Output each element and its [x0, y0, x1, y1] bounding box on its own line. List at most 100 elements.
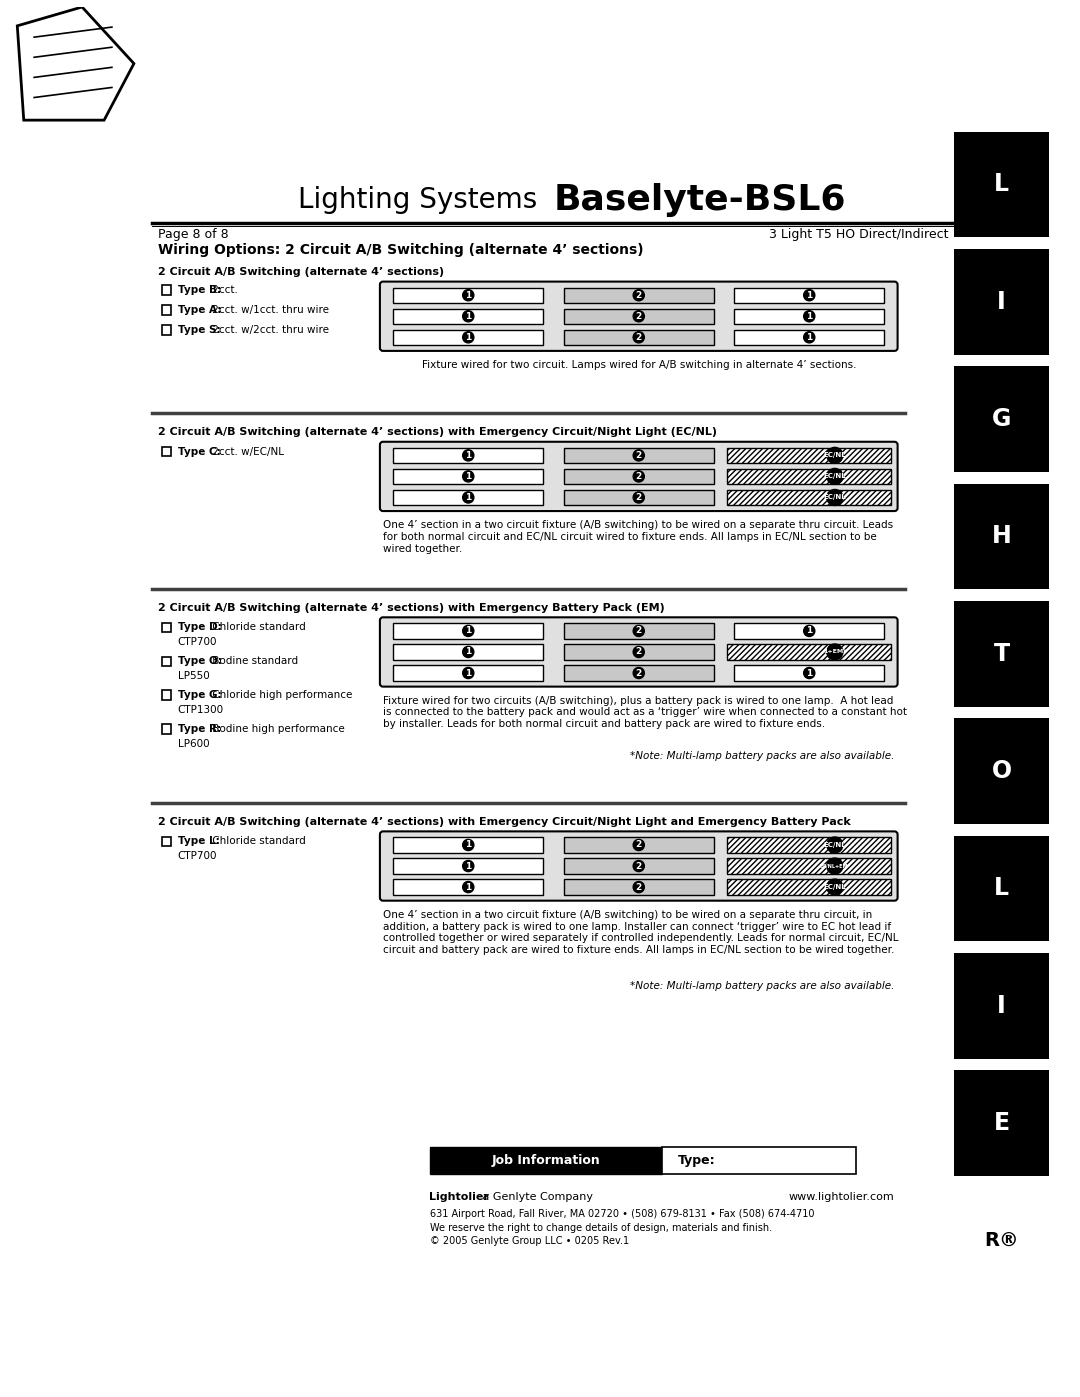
Text: 631 Airport Road, Fall River, MA 02720 • (508) 679-8131 • Fax (508) 674-4710: 631 Airport Road, Fall River, MA 02720 •…: [430, 1208, 814, 1218]
Bar: [393, 858, 543, 873]
Text: 2: 2: [636, 862, 642, 870]
Bar: [393, 490, 543, 506]
Text: Bodine high performance: Bodine high performance: [210, 724, 345, 733]
Text: 1: 1: [806, 669, 812, 678]
Bar: [564, 309, 714, 324]
Text: 2: 2: [636, 883, 642, 891]
Text: 2cct. w/EC/NL: 2cct. w/EC/NL: [210, 447, 284, 457]
Bar: [430, 1147, 662, 1173]
Text: 1: 1: [465, 472, 471, 481]
Bar: [162, 690, 172, 700]
Bar: [564, 880, 714, 894]
Bar: [162, 725, 172, 733]
Text: 2: 2: [636, 332, 642, 342]
Text: 2: 2: [636, 841, 642, 849]
Text: a Genlyte Company: a Genlyte Company: [480, 1192, 593, 1201]
Bar: [954, 131, 1050, 237]
Text: R®: R®: [984, 1231, 1020, 1250]
Text: 1: 1: [806, 626, 812, 636]
Text: 1: 1: [465, 626, 471, 636]
Bar: [393, 288, 543, 303]
Bar: [162, 837, 172, 847]
Text: 1: 1: [465, 332, 471, 342]
Bar: [727, 837, 891, 852]
Text: EC/NL: EC/NL: [824, 495, 846, 500]
Text: 1: 1: [465, 647, 471, 657]
Bar: [954, 483, 1050, 590]
FancyBboxPatch shape: [380, 831, 897, 901]
Bar: [734, 665, 885, 680]
Text: *Note: Multi-lamp battery packs are also available.: *Note: Multi-lamp battery packs are also…: [630, 752, 894, 761]
Text: Baselyte-BSL6: Baselyte-BSL6: [554, 183, 846, 217]
Bar: [393, 644, 543, 659]
Text: Type D:: Type D:: [177, 622, 221, 633]
Bar: [393, 665, 543, 680]
Bar: [564, 288, 714, 303]
Text: LP550: LP550: [177, 671, 210, 680]
Text: *Note: Multi-lamp battery packs are also available.: *Note: Multi-lamp battery packs are also…: [630, 981, 894, 990]
Text: Fixture wired for two circuit. Lamps wired for A/B switching in alternate 4’ sec: Fixture wired for two circuit. Lamps wir…: [421, 360, 856, 370]
Text: L: L: [995, 876, 1009, 901]
Text: 2cct. w/2cct. thru wire: 2cct. w/2cct. thru wire: [210, 326, 329, 335]
Bar: [162, 657, 172, 666]
Text: I: I: [997, 993, 1007, 1018]
Bar: [727, 858, 891, 873]
Text: O: O: [991, 759, 1012, 784]
Text: Type G:: Type G:: [177, 690, 221, 700]
FancyBboxPatch shape: [380, 617, 897, 686]
Bar: [564, 330, 714, 345]
Text: 2 Circuit A/B Switching (alternate 4’ sections): 2 Circuit A/B Switching (alternate 4’ se…: [159, 267, 444, 277]
Text: EC/NL: EC/NL: [824, 453, 846, 458]
Bar: [564, 623, 714, 638]
Bar: [564, 447, 714, 462]
Circle shape: [827, 644, 842, 659]
Text: One 4’ section in a two circuit fixture (A/B switching) to be wired on a separat: One 4’ section in a two circuit fixture …: [383, 909, 899, 954]
Text: 2: 2: [636, 626, 642, 636]
Text: We reserve the right to change details of design, materials and finish.: We reserve the right to change details o…: [430, 1222, 771, 1232]
Text: 2 Circuit A/B Switching (alternate 4’ sections) with Emergency Circuit/Night Lig: 2 Circuit A/B Switching (alternate 4’ se…: [159, 817, 851, 827]
Circle shape: [827, 468, 842, 485]
Bar: [954, 601, 1050, 707]
Text: 1: 1: [465, 291, 471, 300]
Bar: [954, 1070, 1050, 1176]
Circle shape: [827, 489, 842, 506]
Text: Type B:: Type B:: [177, 285, 220, 295]
Text: Fixture wired for two circuits (A/B switching), plus a battery pack is wired to : Fixture wired for two circuits (A/B swit…: [383, 696, 907, 729]
Bar: [564, 837, 714, 852]
Text: EC/NL: EC/NL: [824, 474, 846, 479]
Text: 2 Circuit A/B Switching (alternate 4’ sections) with Emergency Battery Pack (EM): 2 Circuit A/B Switching (alternate 4’ se…: [159, 602, 665, 613]
Text: Bodine standard: Bodine standard: [210, 657, 298, 666]
Bar: [727, 644, 891, 659]
Text: 2: 2: [636, 647, 642, 657]
Text: Page 8 of 8: Page 8 of 8: [159, 228, 229, 242]
Text: Lighting Systems: Lighting Systems: [298, 186, 545, 214]
Text: Type C:: Type C:: [177, 447, 220, 457]
Text: 1: 1: [465, 451, 471, 460]
Bar: [954, 953, 1050, 1059]
Bar: [162, 326, 172, 335]
FancyBboxPatch shape: [380, 441, 897, 511]
Text: Lightolier: Lightolier: [430, 1192, 489, 1201]
Bar: [954, 718, 1050, 824]
Text: Type O:: Type O:: [177, 657, 221, 666]
Bar: [727, 880, 891, 894]
Text: 2: 2: [636, 669, 642, 678]
Bar: [393, 880, 543, 894]
Text: 1: 1: [465, 312, 471, 321]
Text: Type R:: Type R:: [177, 724, 220, 733]
Circle shape: [827, 447, 842, 464]
Bar: [954, 249, 1050, 355]
Text: 2: 2: [636, 472, 642, 481]
Text: LP600: LP600: [177, 739, 210, 749]
Bar: [393, 837, 543, 852]
Bar: [393, 330, 543, 345]
Text: 1: 1: [806, 332, 812, 342]
Bar: [162, 447, 172, 457]
Text: One 4’ section in a two circuit fixture (A/B switching) to be wired on a separat: One 4’ section in a two circuit fixture …: [383, 520, 893, 553]
Text: www.lightolier.com: www.lightolier.com: [788, 1192, 894, 1201]
Text: Type L:: Type L:: [177, 837, 219, 847]
Text: 2cct.: 2cct.: [210, 285, 238, 295]
Text: Wiring Options: 2 Circuit A/B Switching (alternate 4’ sections): Wiring Options: 2 Circuit A/B Switching …: [159, 243, 644, 257]
Text: E: E: [994, 1111, 1010, 1136]
Text: 1: 1: [465, 669, 471, 678]
